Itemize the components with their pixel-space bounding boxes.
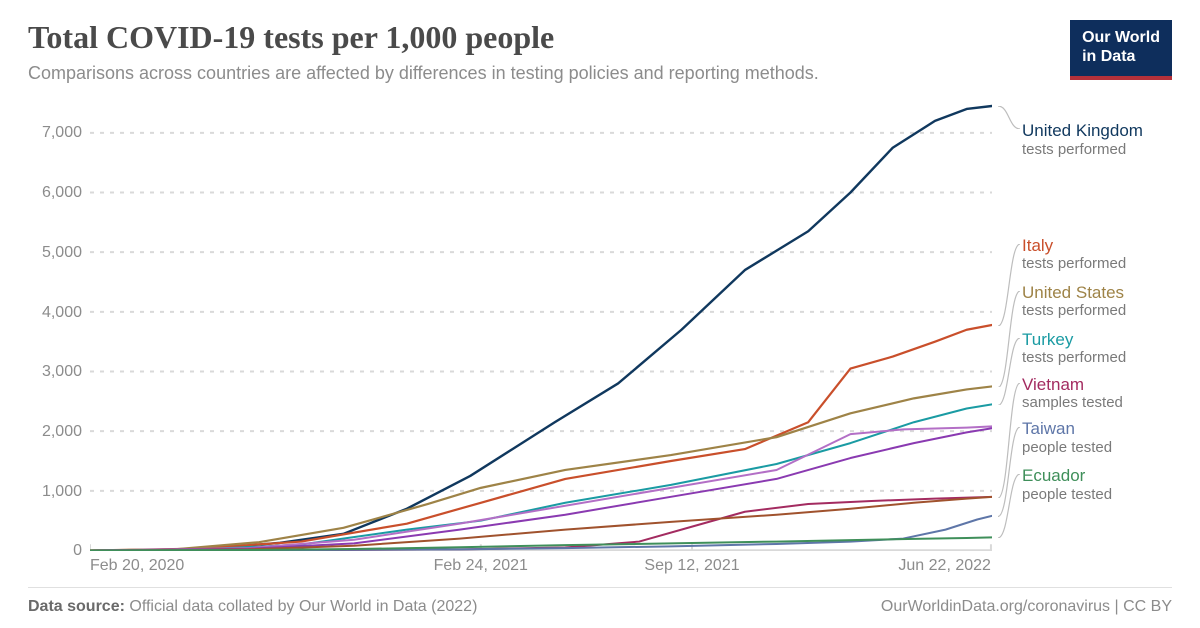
label-connector	[998, 291, 1020, 388]
series-line-vietnam	[90, 497, 992, 551]
attribution: OurWorldinData.org/coronavirus | CC BY	[881, 598, 1172, 616]
y-tick-label: 4,000	[42, 304, 82, 322]
x-tick-label: Feb 24, 2021	[434, 557, 528, 575]
chart-title: Total COVID-19 tests per 1,000 people	[28, 20, 1050, 55]
series-label-ecuador: Ecuadorpeople tested	[1022, 466, 1112, 503]
series-line-us	[90, 387, 992, 551]
series-label-turkey: Turkeytests performed	[1022, 330, 1126, 367]
y-axis: 01,0002,0003,0004,0005,0006,0007,000	[28, 103, 90, 551]
y-tick-label: 2,000	[42, 423, 82, 441]
label-connector	[998, 474, 1020, 538]
footer: Data source: Official data collated by O…	[28, 587, 1172, 616]
data-source: Data source: Official data collated by O…	[28, 598, 477, 616]
y-tick-label: 3,000	[42, 363, 82, 381]
series-labels: United Kingdomtests performed Italytests …	[996, 103, 1172, 551]
plot-svg	[90, 103, 992, 551]
label-connector	[998, 106, 1020, 129]
series-label-italy: Italytests performed	[1022, 236, 1126, 273]
x-tick-label: Jun 22, 2022	[898, 557, 991, 575]
y-tick-label: 0	[73, 542, 82, 560]
owid-logo: Our World in Data	[1070, 20, 1172, 80]
x-tick-label: Feb 20, 2020	[90, 557, 184, 575]
x-tick-label: Sep 12, 2021	[644, 557, 739, 575]
series-line-uk	[90, 106, 992, 551]
label-connector	[998, 244, 1020, 326]
series-label-vietnam: Vietnamsamples tested	[1022, 375, 1123, 412]
header: Total COVID-19 tests per 1,000 people Co…	[28, 20, 1172, 85]
chart-area: 0 1,000 2,000 3,000 4,000 5,000 6,000 7,000 Feb…	[28, 103, 1172, 581]
chart-container: Total COVID-19 tests per 1,000 people Co…	[0, 0, 1200, 628]
series-line-mexico_like	[90, 497, 992, 551]
chart-subtitle: Comparisons across countries are affecte…	[28, 61, 1050, 85]
series-label-taiwan: Taiwanpeople tested	[1022, 419, 1112, 456]
series-label-uk: United Kingdomtests performed	[1022, 121, 1143, 158]
series-line-turkey	[90, 405, 992, 551]
title-block: Total COVID-19 tests per 1,000 people Co…	[28, 20, 1070, 85]
series-line-italy	[90, 325, 992, 551]
label-connector	[998, 383, 1020, 498]
y-tick-label: 5,000	[42, 244, 82, 262]
label-connector	[998, 427, 1020, 517]
y-tick-label: 7,000	[42, 124, 82, 142]
x-axis: Feb 20, 2020 Feb 24, 2021 Sep 12, 2021 Jun …	[90, 551, 992, 581]
series-label-us: United Statestests performed	[1022, 283, 1126, 320]
plot-area	[90, 103, 992, 551]
y-tick-label: 6,000	[42, 184, 82, 202]
y-tick-label: 1,000	[42, 483, 82, 501]
label-connector	[998, 338, 1020, 405]
